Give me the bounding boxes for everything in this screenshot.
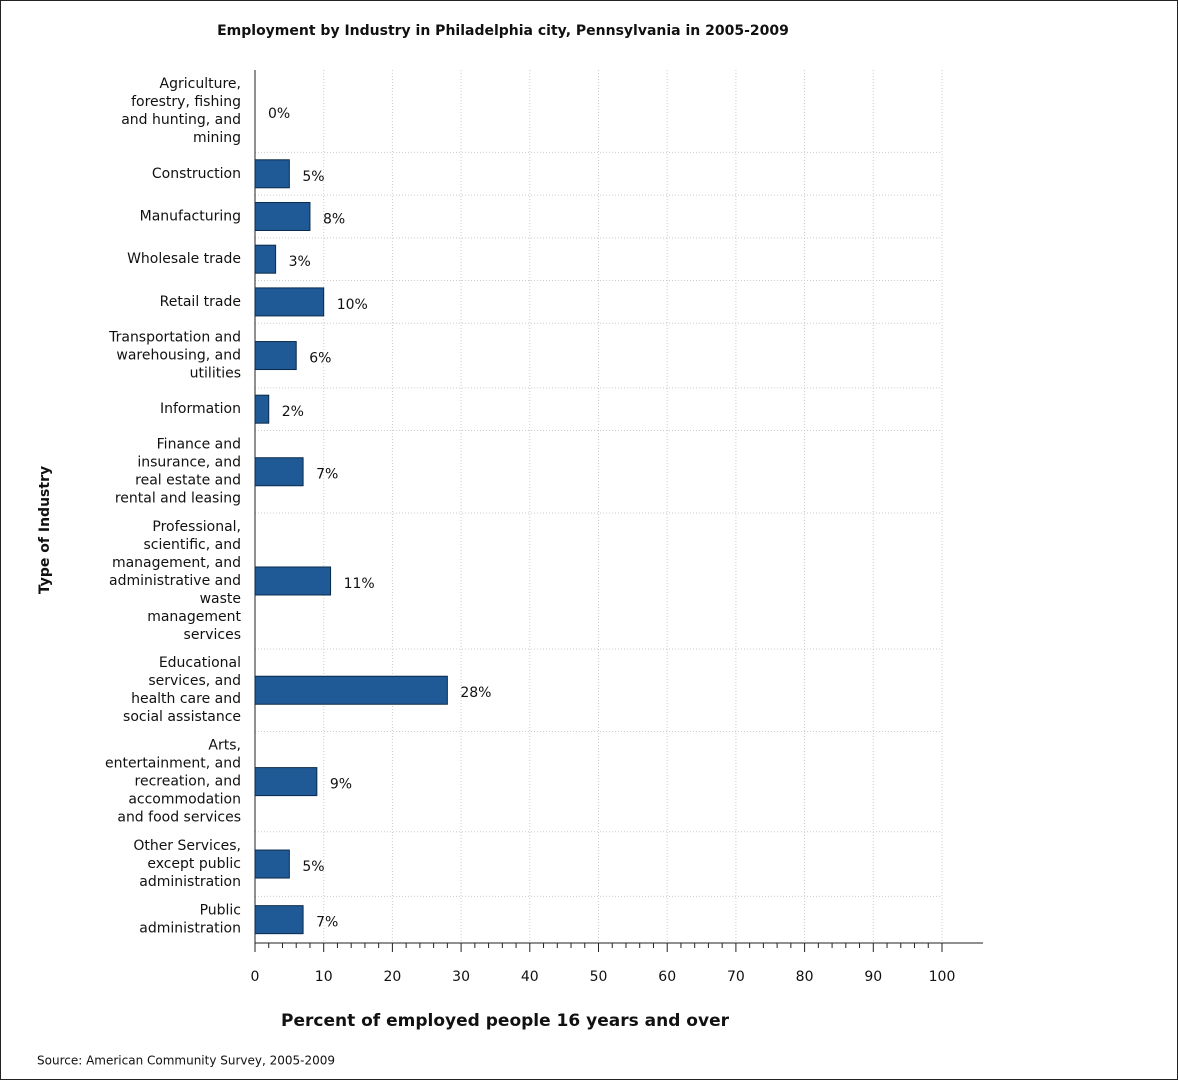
x-tick-label: 90 <box>864 969 882 985</box>
value-label: 28% <box>460 685 491 701</box>
value-label: 10% <box>337 297 368 313</box>
y-tick-label: Arts, entertainment, and recreation, and ac… <box>105 738 241 826</box>
source: Source: American Community Survey, 2005-… <box>37 1054 335 1068</box>
y-tick-label: Manufacturing <box>140 208 241 224</box>
x-tick-label: 60 <box>658 969 676 985</box>
y-tick-label: Transportation and warehousing, and utilit… <box>108 330 241 382</box>
bar <box>254 457 304 487</box>
value-label: 7% <box>316 467 338 483</box>
value-label: 6% <box>309 351 331 367</box>
y-tick-label: Finance and insurance, and real estate and… <box>115 437 241 507</box>
value-label: 0% <box>268 106 290 122</box>
x-tick-label: 100 <box>929 969 956 985</box>
y-tick-label: Information <box>160 401 241 417</box>
x-axis-title: Percent of employed people 16 years and … <box>281 1011 730 1031</box>
y-axis-title: Type of Industry <box>37 466 53 594</box>
value-label: 2% <box>282 404 304 420</box>
bar <box>254 201 311 231</box>
bar <box>254 675 448 705</box>
y-tick-label: Agriculture, forestry, fishing and hunting… <box>121 76 241 146</box>
y-tick-label: Retail trade <box>160 294 241 310</box>
value-label: 5% <box>302 169 324 185</box>
value-label: 5% <box>302 859 324 875</box>
value-label: 9% <box>330 777 352 793</box>
y-tick-label: Construction <box>152 166 241 182</box>
x-tick-label: 80 <box>796 969 814 985</box>
value-label: 11% <box>344 576 375 592</box>
x-tick-label: 70 <box>727 969 745 985</box>
bar <box>254 767 318 797</box>
x-tick-label: 40 <box>521 969 539 985</box>
bar <box>254 287 325 317</box>
x-tick-label: 50 <box>590 969 608 985</box>
y-tick-label: Professional, scientific, and management, … <box>109 519 241 643</box>
bar <box>254 849 290 879</box>
y-tick-label: Public administration <box>139 903 241 937</box>
bar <box>254 244 277 274</box>
bar <box>254 566 332 596</box>
value-label: 3% <box>289 254 311 270</box>
value-label: 7% <box>316 915 338 931</box>
chart-title: Employment by Industry in Philadelphia c… <box>217 23 789 39</box>
x-tick-label: 20 <box>383 969 401 985</box>
bar <box>254 159 290 189</box>
bar <box>254 905 304 935</box>
y-tick-label: Educational services, and health care and s… <box>123 655 241 725</box>
x-tick-label: 10 <box>315 969 333 985</box>
bar <box>254 394 270 424</box>
x-tick-label: 30 <box>452 969 470 985</box>
y-tick-label: Wholesale trade <box>127 251 241 267</box>
x-tick-label: 0 <box>251 969 260 985</box>
value-label: 8% <box>323 211 345 227</box>
bar <box>254 341 297 371</box>
y-tick-label: Other Services, except public administrati… <box>133 838 241 890</box>
